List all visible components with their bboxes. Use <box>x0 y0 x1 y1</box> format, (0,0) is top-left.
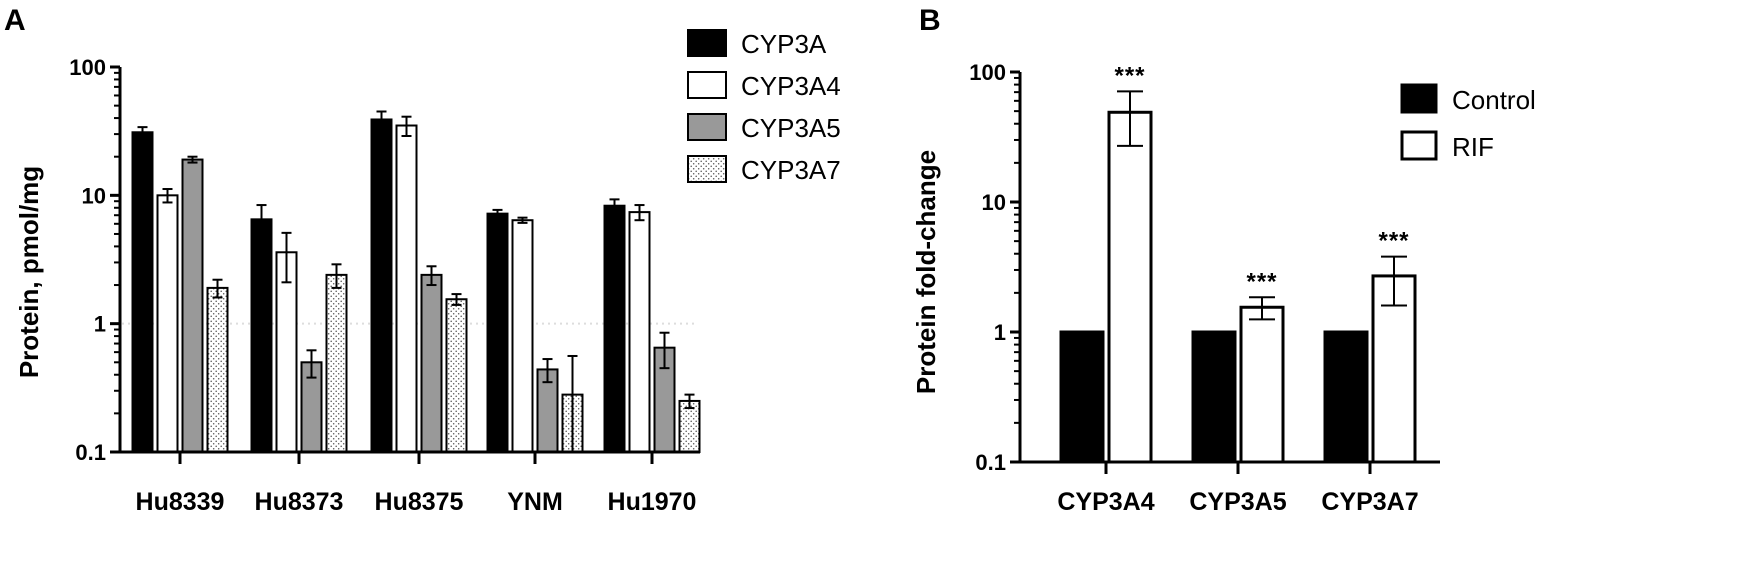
chart-b-y-axis-title: Protein fold-change <box>911 150 941 394</box>
x-tick-label: CYP3A5 <box>1189 488 1286 516</box>
significance-label: *** <box>1378 228 1409 255</box>
legend-label-Control: Control <box>1452 85 1536 115</box>
x-tick-label: Hu1970 <box>608 488 697 516</box>
panel-b-label: B <box>919 4 941 37</box>
y-tick-label: 10 <box>82 183 106 208</box>
x-tick-label: YNM <box>507 488 563 516</box>
y-tick-label: 0.1 <box>975 450 1006 475</box>
bar-CYP3A7-Hu8373 <box>325 273 348 453</box>
bar-RIF-CYP3A7 <box>1371 274 1417 464</box>
bar-RIF-CYP3A5 <box>1239 305 1285 464</box>
x-tick-label: Hu8375 <box>375 488 464 516</box>
bar-CYP3A-Hu1970 <box>603 204 626 453</box>
chart-a-y-axis-title: Protein, pmol/mg <box>14 166 44 378</box>
bar-CYP3A4-Hu8339 <box>156 194 179 453</box>
bar-CYP3A7-Hu8339 <box>206 286 229 453</box>
legend-label-RIF: RIF <box>1452 132 1494 162</box>
bar-Control-CYP3A7 <box>1323 330 1369 464</box>
bar-CYP3A5-Hu8339 <box>181 158 204 453</box>
y-tick-label: 10 <box>982 190 1006 215</box>
legend-swatch-CYP3A5 <box>687 113 727 141</box>
bar-CYP3A5-Hu8375 <box>420 273 443 453</box>
legend-swatch-CYP3A7 <box>687 155 727 183</box>
bar-CYP3A4-Hu8375 <box>395 124 418 454</box>
legend-swatch-CYP3A4 <box>687 71 727 99</box>
legend-label-CYP3A5: CYP3A5 <box>741 113 841 143</box>
legend-swatch-CYP3A <box>687 29 727 57</box>
y-tick-label: 100 <box>969 60 1006 85</box>
legend-label-CYP3A4: CYP3A4 <box>741 71 841 101</box>
bar-CYP3A4-Hu1970 <box>628 211 651 453</box>
legend-swatch-Control <box>1400 83 1438 114</box>
chart-a: 0.1 1 10 100 Hu8339 Hu8373 Hu8375 YNM Hu1970 CYP3… <box>69 29 841 516</box>
x-tick-label: Hu8339 <box>136 488 225 516</box>
significance-label: *** <box>1114 62 1145 89</box>
x-tick-label: CYP3A7 <box>1321 488 1418 516</box>
y-tick-label: 1 <box>94 312 106 337</box>
y-tick-label: 1 <box>994 320 1006 345</box>
panel-a-label: A <box>4 4 26 37</box>
bar-CYP3A-YNM <box>486 212 509 453</box>
bar-CYP3A-Hu8375 <box>370 118 393 453</box>
legend-label-CYP3A7: CYP3A7 <box>741 155 841 185</box>
y-tick-label: 100 <box>69 55 106 80</box>
x-tick-label: CYP3A4 <box>1057 488 1154 516</box>
bar-RIF-CYP3A4 <box>1107 110 1153 464</box>
bar-CYP3A-Hu8373 <box>250 218 273 453</box>
x-tick-label: Hu8373 <box>255 488 344 516</box>
chart-b: *** *** *** 0.1 1 10 100 CYP3A4 CYP3A5 CYP3A7 Cont… <box>969 60 1536 516</box>
significance-label: *** <box>1246 268 1277 295</box>
bar-CYP3A-Hu8339 <box>131 131 154 454</box>
bar-Control-CYP3A4 <box>1059 330 1105 464</box>
y-tick-label: 0.1 <box>75 440 106 465</box>
bar-Control-CYP3A5 <box>1191 330 1237 464</box>
bar-CYP3A4-YNM <box>511 219 534 453</box>
legend-label-CYP3A: CYP3A <box>741 29 827 59</box>
legend-swatch-RIF <box>1400 130 1438 161</box>
bar-CYP3A7-Hu8375 <box>445 298 468 453</box>
